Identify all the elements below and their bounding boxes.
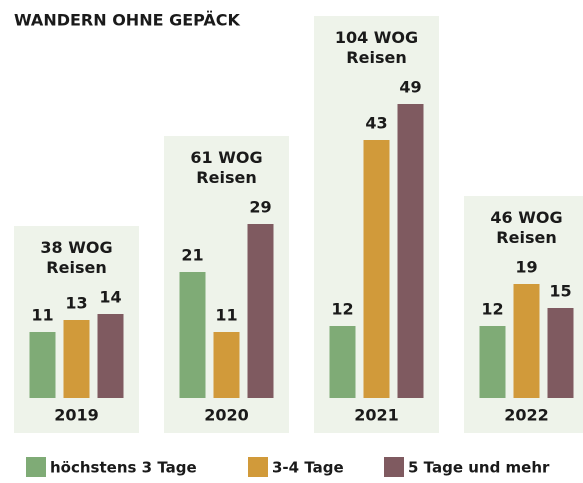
bar <box>97 314 124 398</box>
value-label: 11 <box>31 306 53 325</box>
bar <box>397 104 424 398</box>
value-label: 11 <box>215 306 237 325</box>
value-label: 19 <box>515 258 537 277</box>
value-label: 12 <box>331 300 353 319</box>
bar <box>63 320 90 398</box>
legend-label: höchstens 3 Tage <box>50 459 197 477</box>
total-label: 38 WOG Reisen <box>40 238 113 277</box>
legend-label: 5 Tage und mehr <box>408 459 550 477</box>
bar <box>479 326 506 398</box>
value-label: 14 <box>99 288 121 307</box>
legend-swatch <box>26 457 46 477</box>
value-label: 21 <box>181 246 203 265</box>
bar <box>179 272 206 398</box>
x-tick-label: 2020 <box>204 406 249 425</box>
value-label: 12 <box>481 300 503 319</box>
total-label: 61 WOG Reisen <box>190 148 263 187</box>
total-label: 104 WOG Reisen <box>334 28 419 67</box>
x-tick-label: 2019 <box>54 406 99 425</box>
legend-swatch <box>248 457 268 477</box>
value-label: 29 <box>249 198 271 217</box>
value-label: 13 <box>65 294 87 313</box>
legend-label: 3-4 Tage <box>272 459 344 477</box>
value-label: 49 <box>399 78 421 97</box>
x-tick-label: 2021 <box>354 406 399 425</box>
chart-title: WANDERN OHNE GEPÄCK <box>14 11 241 30</box>
bar <box>513 284 540 398</box>
bar <box>29 332 56 398</box>
bar <box>247 224 274 398</box>
value-label: 15 <box>549 282 571 301</box>
x-tick-label: 2022 <box>504 406 549 425</box>
bar <box>329 326 356 398</box>
bar <box>363 140 390 398</box>
total-label: 46 WOG Reisen <box>490 208 563 247</box>
value-label: 43 <box>365 114 387 133</box>
legend-swatch <box>384 457 404 477</box>
bar <box>547 308 574 398</box>
bar <box>213 332 240 398</box>
